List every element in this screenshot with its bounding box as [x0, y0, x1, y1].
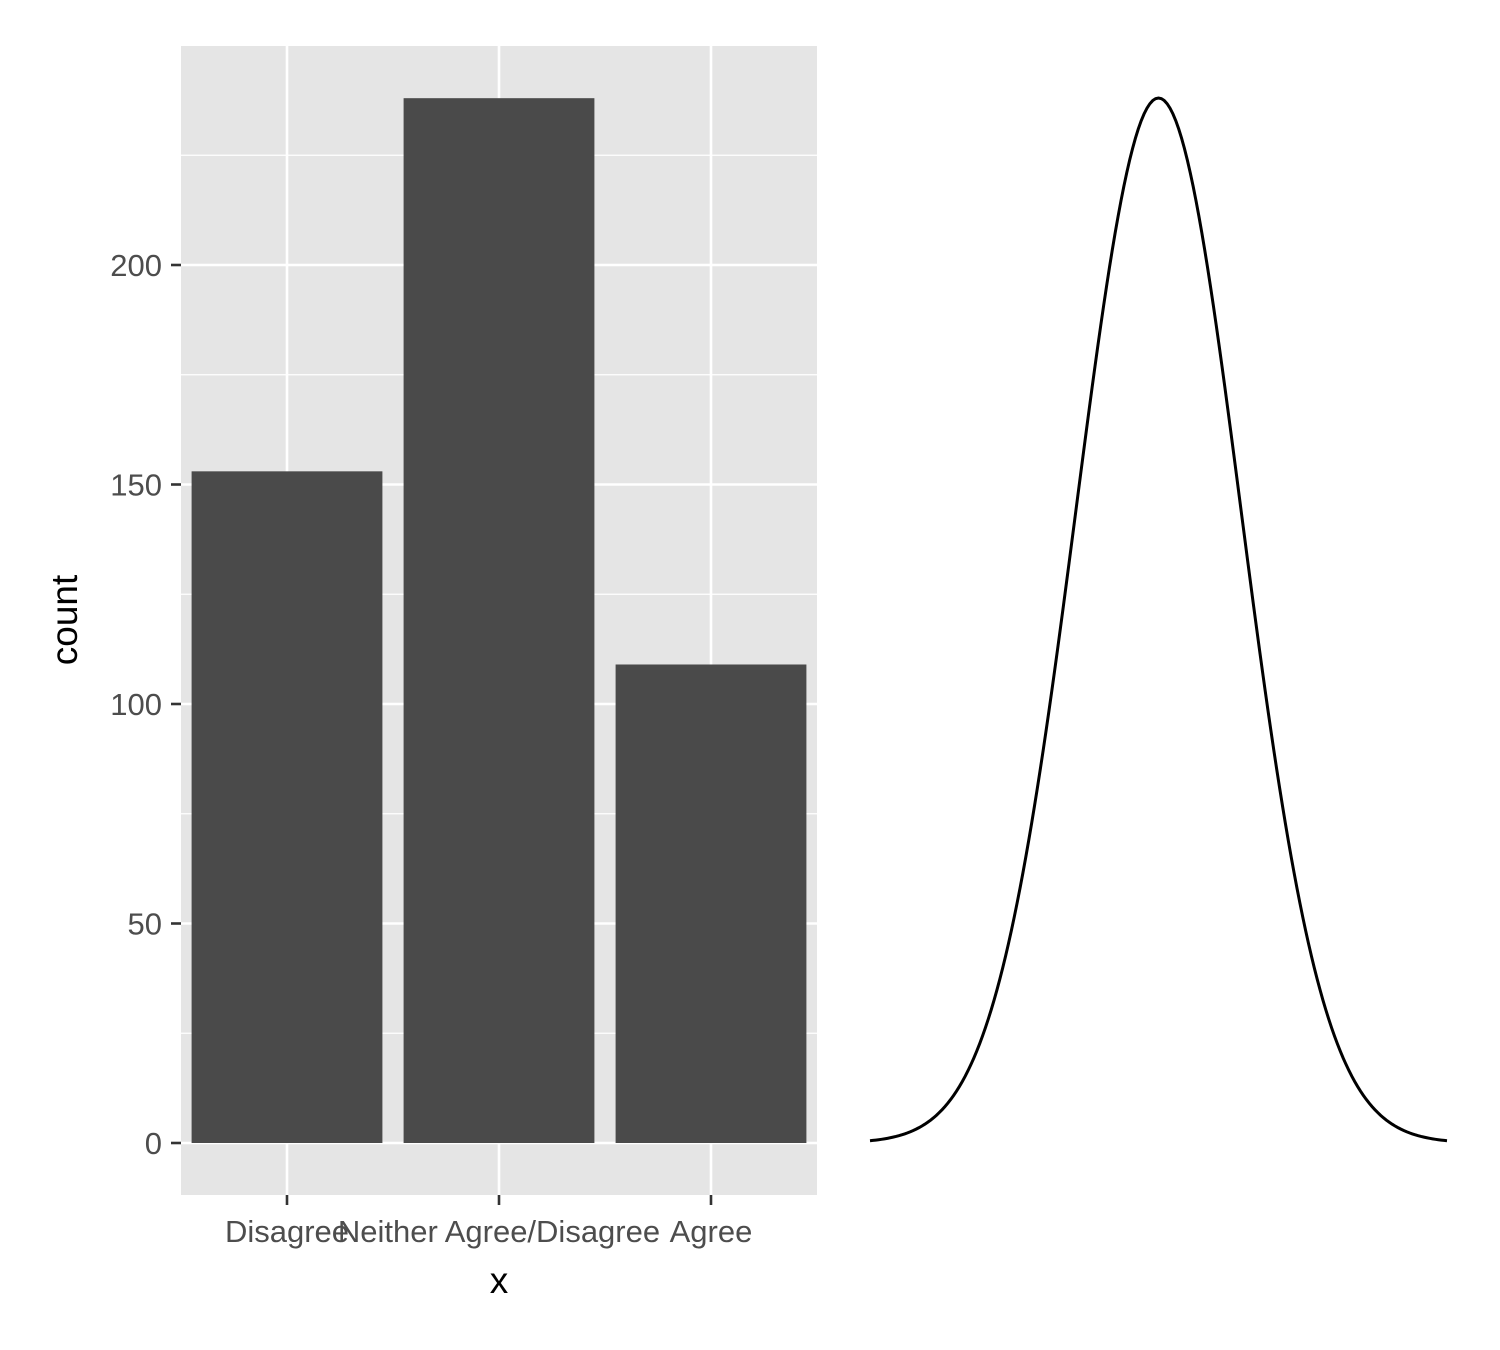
- y-tick-label: 150: [110, 468, 162, 503]
- bars: [191, 98, 807, 1144]
- bar: [191, 471, 383, 1144]
- x-axis-title: x: [490, 1260, 509, 1301]
- y-tick-label: 0: [145, 1126, 162, 1161]
- y-tick-label: 200: [110, 248, 162, 283]
- y-axis-title: count: [44, 574, 85, 665]
- x-tick-label: Neither Agree/Disagree: [338, 1214, 660, 1249]
- y-tick-label: 50: [128, 907, 162, 942]
- density-curve-line: [869, 96, 1448, 1143]
- x-tick-label: Disagree: [225, 1214, 349, 1249]
- y-axis-ticks: 0 50 100 150 200: [110, 248, 181, 1161]
- density-curve-panel: [869, 96, 1448, 1143]
- bar: [615, 664, 807, 1143]
- y-tick-label: 100: [110, 687, 162, 722]
- bar: [403, 98, 595, 1143]
- x-tick-label: Agree: [670, 1214, 753, 1249]
